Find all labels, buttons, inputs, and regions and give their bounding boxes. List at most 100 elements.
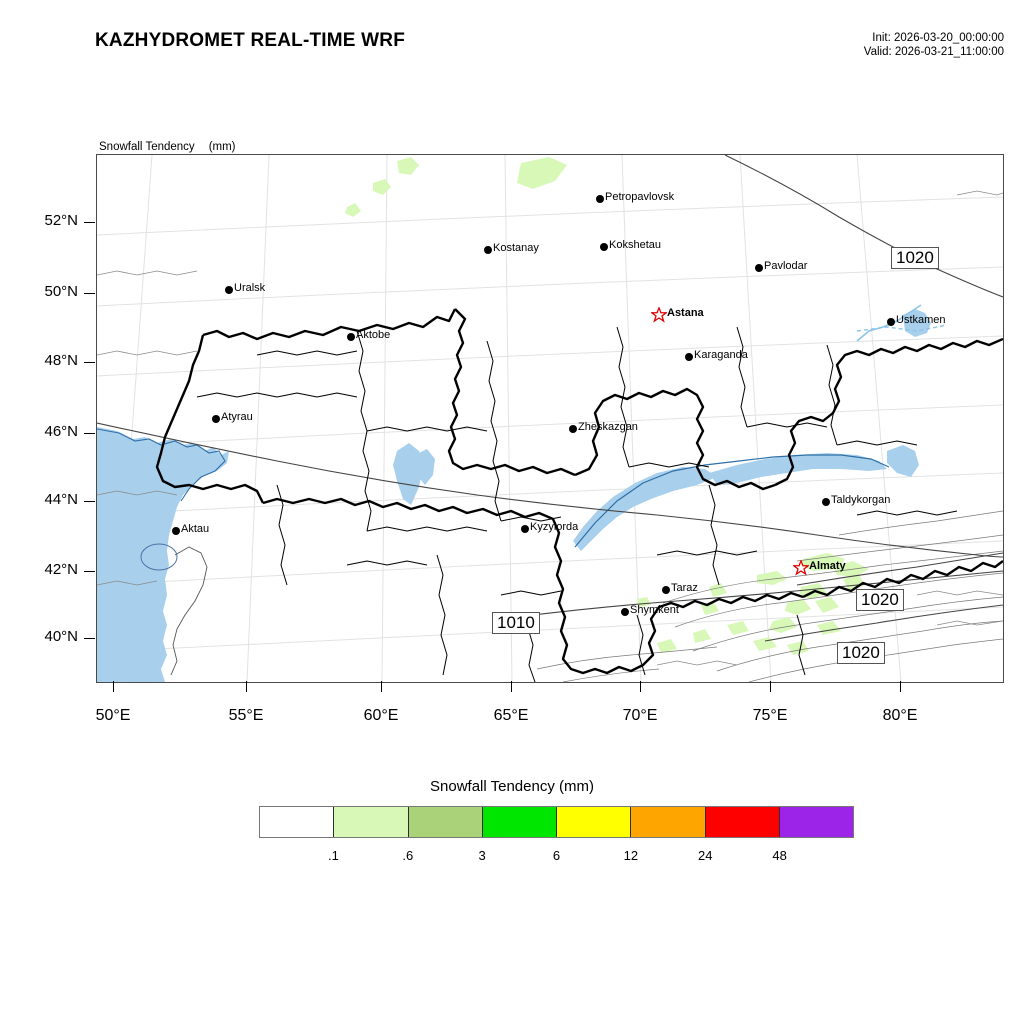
field-snowfall: Snowfall Tendency (mm) [99,140,242,155]
lat-tick [84,362,95,363]
city-label: Ustkamen [896,314,946,326]
colorbar-label: 3 [478,848,486,863]
run-timestamps: Init: 2026-03-20_00:00:00 Valid: 2026-03… [864,31,1004,59]
isobar-label-1020: 1020 [856,589,904,611]
city-label: Karaganda [694,349,748,361]
city-dot [600,243,608,251]
lon-tick [770,681,771,692]
colorbar-label: .6 [402,848,414,863]
lat-tick [84,501,95,502]
lat-label: 40°N [44,628,78,645]
lat-label: 44°N [44,491,78,508]
isobars [97,155,1003,642]
city-label: Aktau [181,523,210,535]
city-label: Astana [667,307,704,319]
lat-label: 48°N [44,352,78,369]
minor-boundaries [97,190,1003,666]
city-dot [212,415,220,423]
lon-label: 70°E [622,707,658,724]
colorbar-cell-5 [631,807,706,837]
lat-tick [84,638,95,639]
city-label: Atyrau [221,411,253,423]
snowfall-shading [345,157,881,655]
colorbar-cell-0 [260,807,335,837]
valid-time: Valid: 2026-03-21_11:00:00 [863,46,1004,58]
colorbar-cell-6 [705,807,780,837]
star-icon [651,307,667,323]
city-label: Shymkent [630,604,679,616]
lon-label: 80°E [882,707,918,724]
colorbar-label: 24 [698,848,713,863]
colorbar-cell-2 [408,807,483,837]
lon-label: 65°E [493,707,529,724]
city-dot [172,527,180,535]
water-bodies [97,427,229,682]
lon-tick [640,681,641,692]
colorbar-label: 6 [552,848,561,863]
national-borders [155,308,1003,675]
city-dot [596,195,604,203]
lat-label: 50°N [44,283,78,300]
lat-tick [84,571,95,572]
city-label: Almaty [809,560,846,572]
field-snowfall-unit: (mm) [208,141,236,153]
lon-tick [381,681,382,692]
colorbar-label: 12 [623,848,639,863]
lon-tick [246,681,247,692]
city-dot [484,246,492,254]
lat-tick [84,222,95,223]
city-label: Taldykorgan [831,494,891,506]
isobar-label-1020: 1020 [891,247,939,269]
colorbar-label: .1 [327,848,339,863]
lat-label: 46°N [44,423,78,440]
city-dot [225,286,233,294]
lon-label: 55°E [228,707,264,724]
city-dot [662,586,670,594]
city-dot [887,318,895,326]
province-borders [196,326,958,682]
lat-label: 52°N [44,212,78,229]
page-title: KAZHYDROMET REAL-TIME WRF [95,30,406,51]
city-label: Pavlodar [764,260,808,272]
colorbar-cell-3 [482,807,557,837]
city-dot [347,333,355,341]
city-dot [685,353,693,361]
city-label: Kostanay [493,242,539,254]
isobar-label-1020: 1020 [837,642,885,664]
colorbar-label: 48 [772,848,787,863]
lat-tick [84,293,95,294]
forecast-map[interactable]: Petropavlovsk Kostanay Kokshetau Pavlodar Ur… [96,154,1004,683]
colorbar-cell-4 [557,807,632,837]
city-dot [755,264,763,272]
city-label: Petropavlovsk [605,191,675,203]
colorbar [259,806,854,838]
lon-tick [900,681,901,692]
city-label: Aktobe [356,329,391,341]
lakes [393,304,948,551]
graticule [97,155,1003,682]
init-time: Init: 2026-03-20_00:00:00 [872,32,1004,44]
city-label: Kyzylorda [530,521,579,533]
star-icon [793,560,809,576]
lon-tick [511,681,512,692]
city-dot [521,525,529,533]
city-label: Taraz [671,582,698,594]
field-snowfall-name: Snowfall Tendency [99,141,195,153]
city-dot [569,425,577,433]
lon-label: 75°E [752,707,788,724]
city-dot [621,608,629,616]
colorbar-title: Snowfall Tendency (mm) [430,778,594,795]
map-graphics [97,155,1003,682]
colorbar-tick-labels: .1 .6 3 6 12 24 48 [259,848,854,868]
lon-tick [113,681,114,692]
city-label: Kokshetau [609,239,661,251]
lat-tick [84,433,95,434]
lat-label: 42°N [44,561,78,578]
colorbar-cell-1 [334,807,409,837]
colorbar-cell-7 [779,807,853,837]
lon-label: 50°E [95,707,131,724]
city-dot [822,498,830,506]
isobar-label-1010: 1010 [492,612,540,634]
lon-label: 60°E [363,707,399,724]
